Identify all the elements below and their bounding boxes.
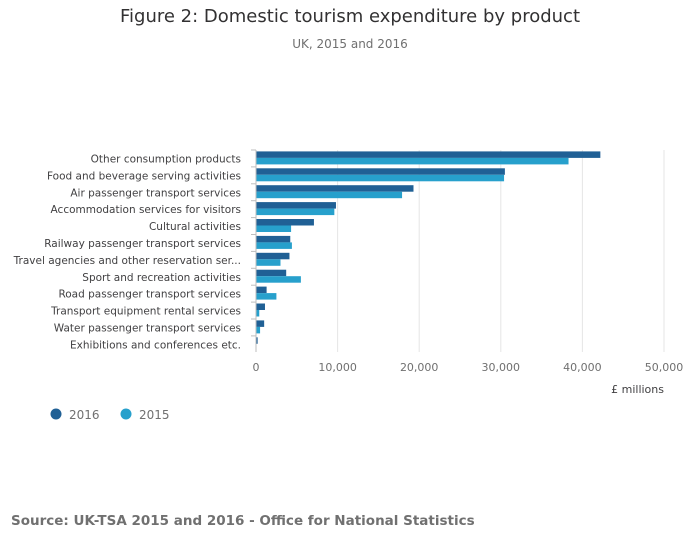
bar-2015 xyxy=(256,276,301,283)
legend-marker-2016 xyxy=(50,408,62,420)
bar-2016 xyxy=(256,303,265,310)
bar-2015 xyxy=(256,259,281,266)
x-tick-label: 40,000 xyxy=(563,361,602,374)
category-label: Railway passenger transport services xyxy=(44,238,241,250)
bar-2015 xyxy=(256,326,261,334)
category-label: Other consumption products xyxy=(91,153,241,165)
bar-2016 xyxy=(256,202,336,209)
category-label: Water passenger transport services xyxy=(54,322,241,334)
legend-label: 2015 xyxy=(139,408,170,422)
category-label: Exhibitions and conferences etc. xyxy=(70,339,241,351)
x-tick-label: 50,000 xyxy=(645,361,684,374)
bar-2016 xyxy=(256,320,265,327)
bar-chart: 0 10,000 20,000 30,000 40,000 50,000 Other con… xyxy=(13,149,684,422)
bar-2016 xyxy=(256,252,290,260)
category-label: Food and beverage serving activities xyxy=(47,170,241,182)
category-label: Travel agencies and other reservation se… xyxy=(13,255,241,267)
bar-2016 xyxy=(256,219,314,226)
category-label: Air passenger transport services xyxy=(70,187,241,199)
category-label: Accommodation services for visitors xyxy=(51,204,241,216)
bar-2016 xyxy=(256,151,601,158)
chart-title: Figure 2: Domestic tourism expenditure b… xyxy=(119,6,580,27)
bar-2015 xyxy=(256,242,292,249)
bar-2015 xyxy=(256,191,403,199)
bar-2015 xyxy=(256,208,335,216)
category-label: Cultural activities xyxy=(149,221,241,233)
bar-2015 xyxy=(256,174,505,182)
x-tick-label: 0 xyxy=(253,361,260,374)
source-note: Source: UK-TSA 2015 and 2016 - Office fo… xyxy=(11,513,475,529)
legend-marker-2015 xyxy=(120,408,132,420)
chart-subtitle: UK, 2015 and 2016 xyxy=(292,37,408,51)
bar-2015 xyxy=(256,225,292,232)
category-label: Sport and recreation activities xyxy=(82,272,241,284)
x-tick-label: 10,000 xyxy=(318,361,357,374)
bar-2015 xyxy=(256,293,277,300)
bar-2015 xyxy=(256,310,260,317)
bar-2016 xyxy=(256,337,258,344)
category-label: Transport equipment rental services xyxy=(50,306,241,318)
x-tick-label: 30,000 xyxy=(482,361,521,374)
bar-2016 xyxy=(256,235,291,243)
bar-2015 xyxy=(256,157,569,165)
bar-2016 xyxy=(256,185,414,192)
bar-2016 xyxy=(256,269,287,277)
bar-2016 xyxy=(256,286,267,294)
x-tick-label: 20,000 xyxy=(400,361,439,374)
bar-2016 xyxy=(256,168,505,175)
category-label: Road passenger transport services xyxy=(58,289,241,301)
legend-label: 2016 xyxy=(69,408,100,422)
x-axis-label: £ millions xyxy=(611,383,664,396)
